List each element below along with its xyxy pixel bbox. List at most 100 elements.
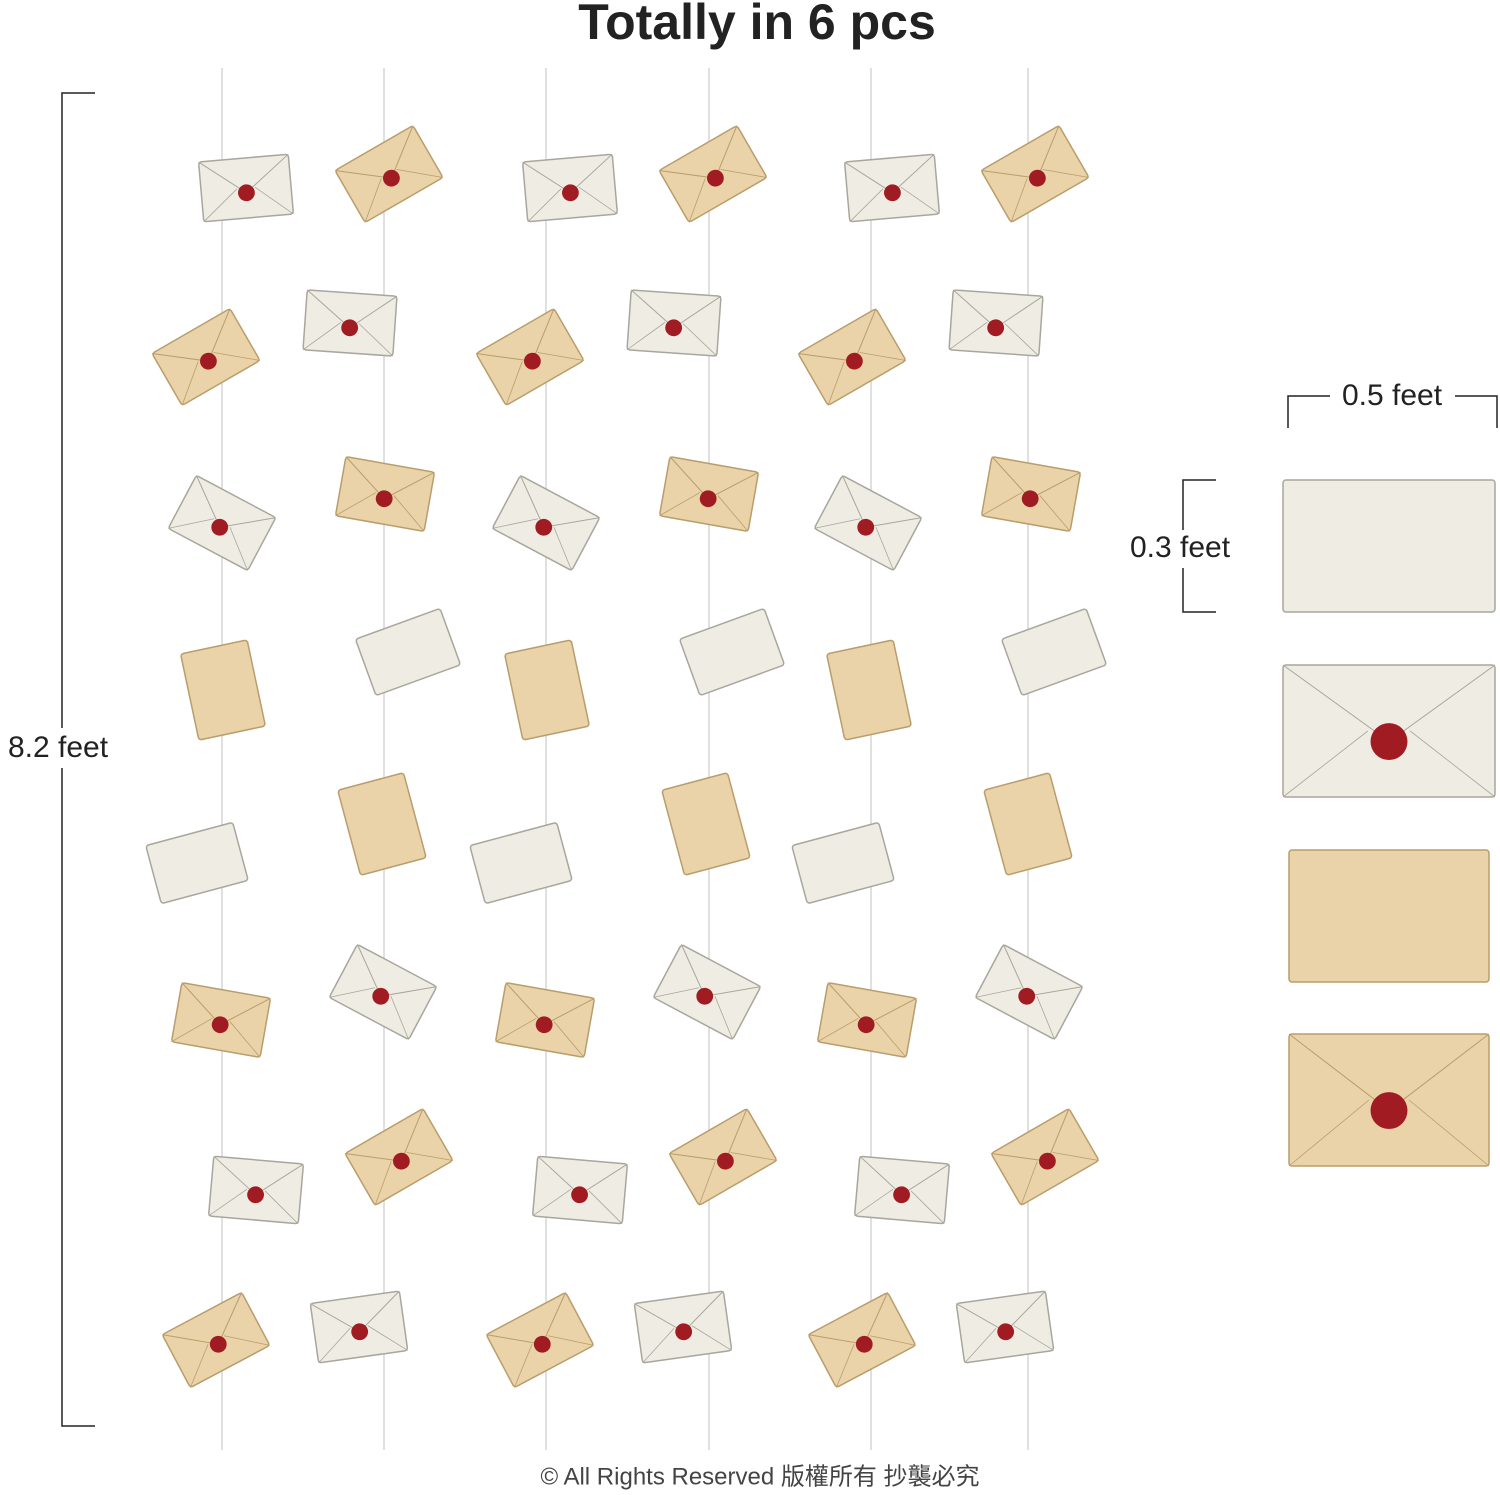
flap — [318, 1327, 351, 1364]
wax-seal — [696, 987, 714, 1005]
flap — [835, 1344, 855, 1388]
flap — [626, 322, 666, 351]
wax-seal — [717, 1152, 734, 1170]
flap — [358, 323, 394, 357]
flap — [1013, 1325, 1054, 1351]
sealed-envelope — [633, 1290, 733, 1364]
envelope — [355, 608, 461, 696]
envelope — [679, 608, 785, 696]
envelope — [504, 639, 590, 741]
flap — [981, 492, 1023, 517]
wax-seal — [707, 169, 724, 187]
sealed-envelope — [797, 308, 907, 406]
sealed-envelope — [309, 1290, 409, 1364]
sealed-envelope — [955, 1290, 1055, 1364]
envelope — [661, 772, 751, 876]
flap — [1039, 495, 1071, 532]
wax-seal — [1021, 490, 1039, 508]
flap — [653, 987, 700, 998]
sealed-envelope — [532, 1155, 628, 1225]
flap — [254, 186, 294, 215]
sealed-envelope — [344, 1108, 454, 1206]
sealed-envelope — [208, 1155, 304, 1225]
flap — [537, 352, 585, 361]
sealed-envelope — [668, 1108, 778, 1206]
envelope-body — [1282, 479, 1496, 613]
sealed-envelope — [522, 153, 618, 223]
flap — [492, 518, 539, 529]
flap — [720, 169, 768, 178]
flap — [1052, 1152, 1100, 1161]
strings — [221, 68, 1029, 1450]
flap — [854, 1188, 894, 1217]
flap — [171, 1018, 213, 1043]
wax-seal — [997, 1323, 1015, 1341]
label-bg — [0, 728, 118, 768]
flap — [869, 1335, 916, 1346]
envelope-body — [145, 822, 249, 904]
flap — [1408, 1099, 1490, 1167]
wax-seal — [383, 169, 400, 187]
wax-seal — [341, 319, 359, 337]
flap — [588, 1190, 623, 1225]
envelope — [983, 772, 1073, 876]
flap — [264, 1190, 299, 1225]
width-label: 0.5 feet — [1342, 379, 1443, 412]
wax-seal — [562, 184, 579, 202]
flap — [505, 361, 523, 406]
sealed-envelope — [626, 289, 722, 357]
length-label: 8.2 feet — [8, 731, 109, 764]
wax-seal — [375, 490, 393, 508]
flap — [1036, 996, 1056, 1040]
flap — [814, 518, 861, 529]
envelope-body — [983, 772, 1073, 876]
flap — [181, 361, 199, 406]
sealed-envelope — [168, 475, 276, 571]
wax-seal — [1370, 1092, 1408, 1130]
flap — [532, 1188, 572, 1217]
envelope — [1288, 849, 1490, 983]
sealed-envelope — [302, 289, 398, 357]
sealed-envelope — [1288, 1033, 1490, 1167]
wax-seal — [1018, 987, 1036, 1005]
flap — [688, 178, 706, 223]
wax-seal — [209, 1335, 227, 1353]
flap — [691, 1325, 732, 1351]
flap — [406, 1152, 454, 1161]
sealed-envelope — [162, 1292, 270, 1388]
sealed-envelope — [653, 944, 761, 1040]
sealed-envelope — [659, 456, 759, 532]
sealed-envelope — [495, 982, 595, 1058]
flap — [578, 186, 618, 215]
flap — [374, 1161, 392, 1206]
wax-seal — [857, 1016, 875, 1034]
wax-seal — [238, 184, 255, 202]
wax-seal — [533, 1335, 551, 1353]
wax-seal — [211, 518, 229, 536]
sealed-envelope — [854, 1155, 950, 1225]
flap — [717, 495, 749, 532]
wax-seal — [987, 319, 1005, 337]
flap — [1288, 1099, 1370, 1167]
wax-seal — [211, 1016, 229, 1034]
sealed-envelope — [492, 475, 600, 571]
flap — [203, 188, 238, 223]
wax-seal — [393, 1152, 410, 1170]
flap — [223, 1335, 270, 1346]
flap — [513, 1344, 533, 1388]
flap — [390, 996, 410, 1040]
flap — [948, 322, 988, 351]
flap — [698, 1161, 716, 1206]
flap — [1020, 1161, 1038, 1206]
flap — [213, 352, 261, 361]
flap — [208, 1188, 248, 1217]
envelope-body — [1288, 849, 1490, 983]
flap — [817, 1018, 859, 1043]
sealed-envelope — [808, 1292, 916, 1388]
copyright: © All Rights Reserved 版權所有 抄襲必究 — [540, 1463, 979, 1490]
flap — [875, 1021, 907, 1058]
sealed-envelope — [844, 153, 940, 223]
wax-seal — [535, 1016, 553, 1034]
envelope — [337, 772, 427, 876]
